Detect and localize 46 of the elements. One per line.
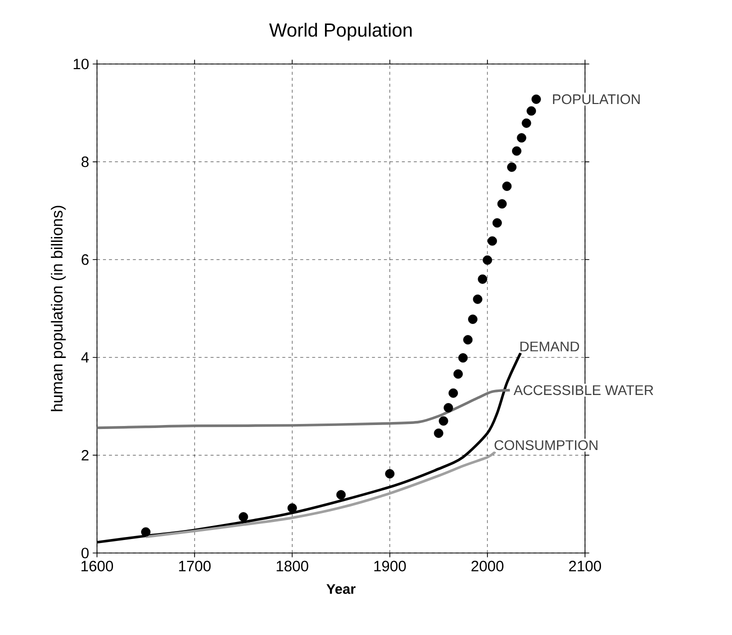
point xyxy=(444,403,454,412)
point xyxy=(497,199,507,209)
point xyxy=(472,294,482,304)
point xyxy=(526,106,536,116)
y-tick-label: 0 xyxy=(81,548,89,558)
point xyxy=(522,118,532,128)
point xyxy=(468,314,478,324)
line-series xyxy=(96,388,512,430)
point xyxy=(438,416,448,426)
y-tick-label: 10 xyxy=(74,58,89,70)
point xyxy=(458,353,468,363)
x-tick-label: 2000 xyxy=(472,560,504,572)
point xyxy=(482,255,492,265)
point xyxy=(516,133,526,143)
point xyxy=(448,388,458,398)
x-tick-label: 1700 xyxy=(179,560,211,572)
point xyxy=(463,335,473,344)
series-label: POPULATION xyxy=(553,94,640,104)
x-tick-label: 1800 xyxy=(276,560,308,572)
point xyxy=(288,503,297,513)
point xyxy=(141,527,150,537)
point xyxy=(385,469,395,478)
point xyxy=(488,236,497,246)
series-label: CONSUMPTION xyxy=(494,440,598,450)
y-tick-label: 4 xyxy=(81,352,89,363)
series-label: ACCESSIBLE WATER xyxy=(514,385,654,396)
point xyxy=(238,512,248,522)
point xyxy=(453,369,463,379)
point xyxy=(502,182,512,191)
x-tick-label: 2100 xyxy=(569,560,602,572)
x-tick-label: 1600 xyxy=(82,560,114,572)
point xyxy=(507,162,517,172)
point xyxy=(478,274,488,284)
point xyxy=(434,428,444,438)
y-tick-label: 8 xyxy=(82,156,89,168)
y-axis-title: human population (in billions) xyxy=(50,206,66,412)
x-tick-label: 1900 xyxy=(374,560,406,572)
point xyxy=(532,94,541,104)
x-axis-title: Year xyxy=(326,584,356,594)
chart-title: World Population xyxy=(269,22,412,40)
point xyxy=(336,490,346,500)
y-tick-label: 6 xyxy=(82,254,89,265)
point xyxy=(512,146,522,156)
point xyxy=(492,218,502,228)
y-tick-label: 2 xyxy=(82,450,88,460)
series-label: DEMAND xyxy=(520,342,580,352)
